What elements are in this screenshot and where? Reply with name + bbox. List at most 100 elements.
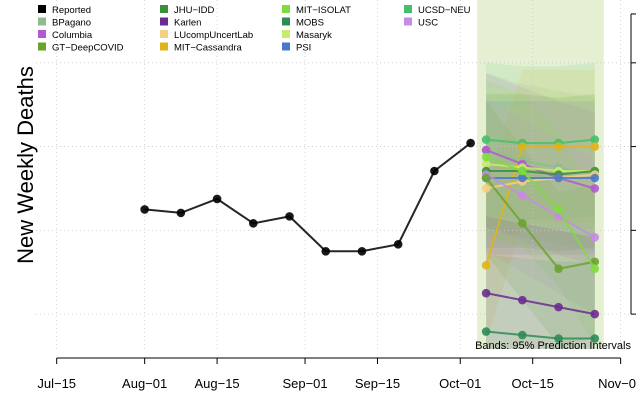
- series-line: [485, 173, 596, 239]
- legend-swatch: [282, 42, 290, 51]
- x-tick-label: Oct−01: [439, 376, 481, 391]
- series-point: [481, 288, 491, 298]
- legend-swatch: [282, 17, 290, 26]
- prediction-band-mobs: [486, 254, 595, 349]
- series-point: [590, 142, 600, 151]
- series-line: [486, 170, 595, 176]
- series-mit-cassandra: [481, 142, 600, 270]
- series-point: [518, 330, 527, 340]
- series-point: [321, 246, 331, 256]
- legend-swatch: [38, 42, 46, 51]
- prediction-band-masaryk: [486, 87, 595, 248]
- series-reported: [140, 138, 475, 256]
- legend-item: GT−DeepCOVID: [38, 42, 124, 54]
- series-mit-isolat: [481, 152, 600, 274]
- legend-item: LUcompUncertLab: [160, 30, 253, 41]
- series-point: [518, 173, 527, 183]
- prediction-band-gt-deepcovid: [486, 101, 595, 346]
- x-tick-label: Nov−01: [598, 376, 636, 391]
- legend-item: BPagano: [38, 17, 91, 29]
- series-point: [590, 233, 600, 242]
- legend-item: UCSD−NEU: [404, 5, 471, 16]
- legend-label: Reported: [52, 5, 91, 16]
- legend-swatch: [404, 17, 412, 26]
- series-point: [554, 334, 563, 343]
- x-tick-label: Oct−15: [512, 376, 554, 391]
- legend-swatch: [160, 42, 168, 51]
- legend-label: MIT−ISOLAT: [296, 5, 351, 16]
- series-point: [590, 173, 600, 183]
- prediction-band-envelope: [477, 0, 604, 349]
- legend-swatch: [160, 17, 168, 26]
- series-point: [481, 184, 491, 193]
- series-point: [249, 219, 258, 228]
- series-gt-deepcovid: [481, 173, 600, 274]
- series-point: [590, 264, 600, 274]
- prediction-band-bpagano: [486, 73, 595, 252]
- legend-swatch: [160, 5, 168, 13]
- legend-label: JHU−IDD: [174, 5, 215, 16]
- legend-label: MOBS: [296, 18, 324, 29]
- legend-item: USC: [404, 17, 438, 29]
- series-point: [554, 264, 563, 274]
- legend-label: USC: [418, 18, 438, 29]
- series-point: [518, 142, 527, 151]
- x-tick-label: Aug−01: [122, 376, 167, 391]
- series-point: [481, 159, 491, 169]
- series-line: [485, 156, 596, 270]
- series-point: [590, 135, 600, 144]
- series-point: [554, 205, 563, 214]
- legend-item: MIT−Cassandra: [160, 42, 243, 54]
- series-point: [554, 302, 563, 312]
- x-tick-label: Sep−01: [282, 376, 327, 391]
- legend-label: GT−DeepCOVID: [52, 43, 124, 54]
- legend-swatch: [160, 30, 168, 38]
- legend-swatch: [38, 30, 46, 38]
- series-line: [486, 330, 595, 340]
- series-point: [481, 152, 491, 162]
- legend-item: Karlen: [160, 17, 201, 29]
- series-point: [481, 173, 491, 183]
- series-point: [466, 138, 475, 148]
- legend-label: Karlen: [174, 18, 201, 29]
- x-tick-label: Sep−15: [355, 376, 400, 391]
- series-point: [430, 166, 439, 176]
- series-point: [481, 260, 491, 270]
- axes: Jul−15 Aug−01 Aug−15 Sep−01 Sep−15 Oct−01 Oct−…: [37, 13, 636, 391]
- series-point: [176, 208, 186, 218]
- series-line: [485, 145, 595, 266]
- series-point: [518, 295, 527, 305]
- series-point: [481, 145, 491, 155]
- legend-label: Columbia: [52, 30, 93, 41]
- legend-item: Reported: [38, 5, 91, 16]
- series-point: [554, 173, 563, 183]
- series-point: [357, 246, 367, 256]
- series-line: [485, 292, 595, 316]
- series-columbia: [481, 145, 600, 193]
- legend-swatch: [282, 30, 290, 38]
- series-point: [590, 309, 600, 319]
- series-line: [486, 163, 595, 173]
- series-point: [285, 212, 294, 221]
- legend-label: BPagano: [52, 18, 91, 29]
- series-line: [144, 142, 472, 253]
- legend-label: Masaryk: [296, 30, 332, 41]
- legend-label: LUcompUncertLab: [174, 30, 253, 41]
- series-point: [518, 219, 527, 228]
- legend-item: PSI: [282, 42, 311, 54]
- series-point: [393, 240, 403, 249]
- x-tick-label: Aug−15: [194, 376, 239, 391]
- legend-item: Masaryk: [282, 30, 332, 41]
- series-point: [518, 166, 527, 176]
- y-axis-label: New Weekly Deaths: [13, 66, 38, 264]
- legend-label: UCSD−NEU: [418, 5, 471, 16]
- legend-swatch: [38, 17, 46, 26]
- series-karlen: [481, 288, 600, 319]
- series-point: [590, 334, 600, 343]
- legend-swatch: [282, 5, 290, 13]
- prediction-band-mit-isolat: [486, 80, 595, 346]
- legend-item: MIT−ISOLAT: [282, 5, 351, 16]
- series-point: [518, 191, 527, 200]
